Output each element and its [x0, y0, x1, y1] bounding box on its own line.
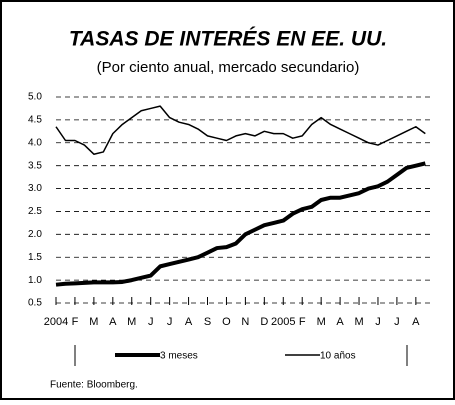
chart-title: TASAS DE INTERÉS EN EE. UU. [69, 28, 387, 51]
x-tick-label: F [299, 316, 306, 328]
x-tick-label: S [204, 316, 211, 328]
x-tick-label: A [185, 316, 193, 328]
x-tick-label: J [375, 316, 381, 328]
y-tick-label: 4.0 [28, 137, 42, 148]
y-tick-label: 3.5 [28, 160, 42, 171]
x-tick-label: A [109, 316, 117, 328]
y-tick-label: 2.5 [28, 206, 42, 217]
legend-label: 10 años [320, 351, 356, 362]
x-tick-label: N [241, 316, 249, 328]
x-tick-label: A [412, 316, 420, 328]
y-tick-label: 0.5 [28, 298, 42, 309]
y-tick-label: 1.5 [28, 252, 42, 263]
x-tick-label: M [127, 316, 136, 328]
x-tick-label: J [148, 316, 154, 328]
x-tick-label: 2005 [271, 316, 295, 328]
legend-label: 3 meses [160, 351, 198, 362]
x-tick-label: M [354, 316, 363, 328]
x-tick-label: F [72, 316, 79, 328]
x-tick-label: M [89, 316, 98, 328]
x-tick-label: J [394, 316, 400, 328]
y-tick-label: 2.0 [28, 229, 42, 240]
y-tick-label: 4.5 [28, 115, 42, 126]
x-tick-label: O [222, 316, 231, 328]
series-line [55, 161, 426, 287]
x-tick-label: J [167, 316, 173, 328]
x-tick-label: 2004 [44, 316, 68, 328]
y-tick-label: 3.0 [28, 183, 42, 194]
x-tick-label: D [260, 316, 268, 328]
x-tick-label: A [336, 316, 344, 328]
series-line [55, 105, 426, 155]
y-tick-label: 1.0 [28, 275, 42, 286]
chart-subtitle: (Por ciento anual, mercado secundario) [97, 59, 360, 76]
source: Fuente: Bloomberg. [50, 380, 138, 391]
x-tick-label: M [317, 316, 326, 328]
y-tick-label: 5.0 [28, 92, 42, 103]
